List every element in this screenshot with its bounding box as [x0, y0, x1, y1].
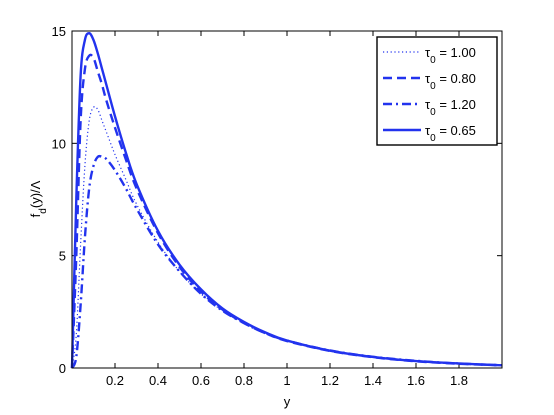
- y-tick-label: 15: [52, 24, 66, 39]
- legend-label: τ0 = 0.80: [425, 71, 476, 92]
- y-axis-label: fd(y)/Λ: [28, 180, 49, 217]
- legend-box: [376, 36, 498, 146]
- plot-frame: [71, 30, 503, 369]
- series-layer: [70, 32, 503, 369]
- y-tick-label: 10: [52, 136, 66, 151]
- y-tick-label: 0: [59, 361, 66, 376]
- x-tick-label: 0.2: [106, 373, 124, 388]
- legend-label: τ0 = 0.65: [425, 123, 476, 144]
- x-tick-label: 1: [283, 373, 290, 388]
- x-tick-label: 0.6: [192, 373, 210, 388]
- legend-label: τ0 = 1.20: [425, 97, 476, 118]
- x-axis-ticks: 0.2 0.4 0.6 0.8 1 1.2 1.4 1.6 1.8: [106, 31, 468, 388]
- svg-text:fd(y)/Λ: fd(y)/Λ: [28, 180, 49, 217]
- legend-label: τ0 = 1.00: [425, 45, 476, 66]
- x-tick-label: 1.2: [321, 373, 339, 388]
- x-tick-label: 1.6: [407, 373, 425, 388]
- x-tick-label: 1.4: [364, 373, 382, 388]
- legend: τ0 = 1.00 τ0 = 0.80 τ0 = 1.20 τ0 = 0.65: [376, 36, 498, 146]
- x-tick-label: 1.8: [450, 373, 468, 388]
- x-tick-label: 0.4: [149, 373, 167, 388]
- series-line-4: [70, 32, 503, 369]
- y-tick-label: 5: [59, 249, 66, 264]
- x-axis-label: y: [284, 394, 291, 409]
- x-tick-label: 0.8: [235, 373, 253, 388]
